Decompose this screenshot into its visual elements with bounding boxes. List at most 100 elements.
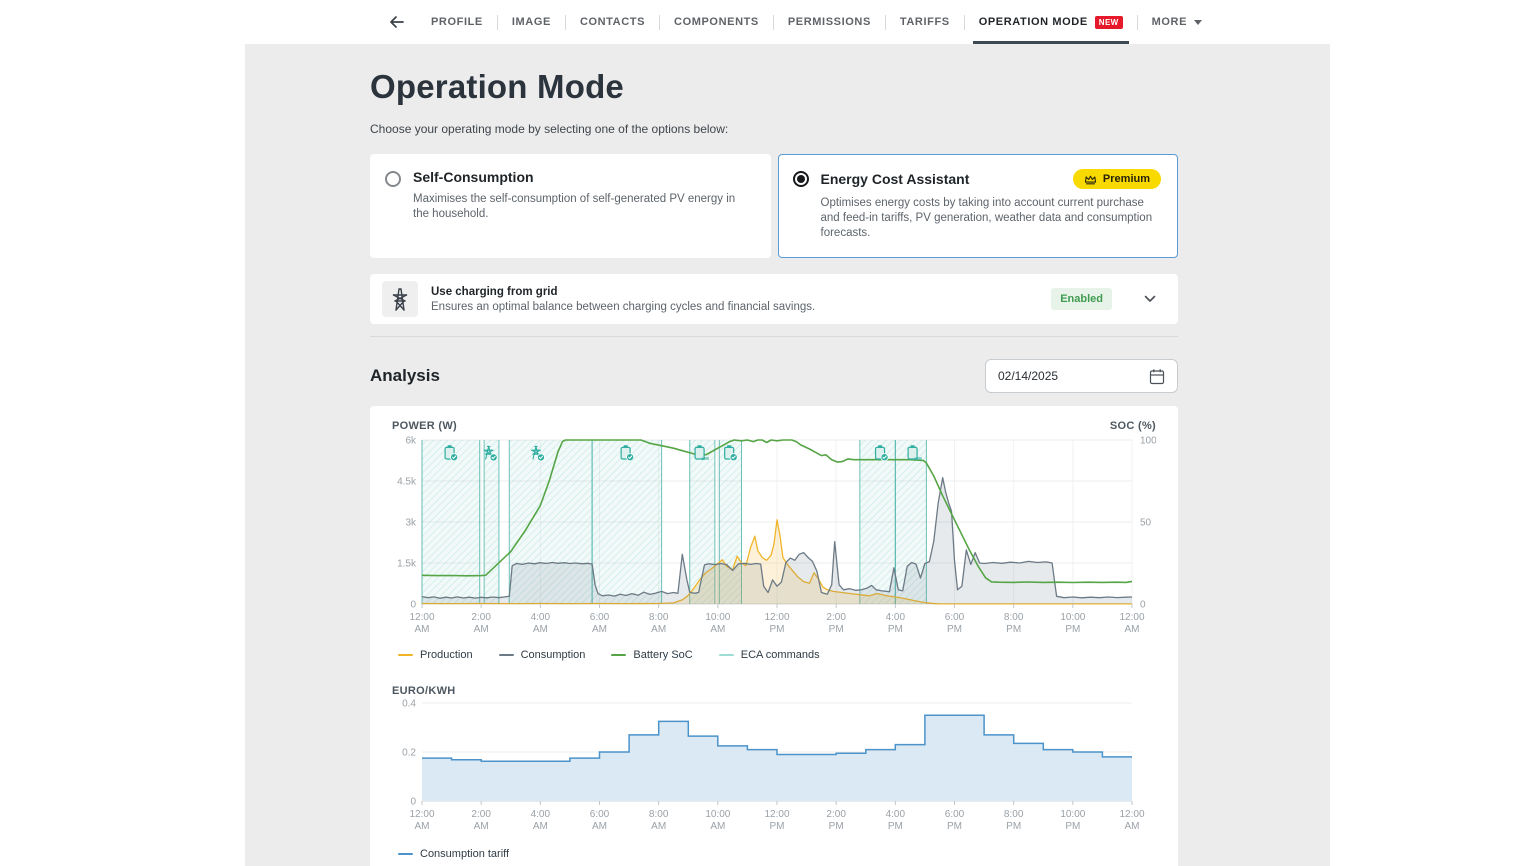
svg-text:PM: PM (770, 821, 785, 832)
mode-card-self-consumption[interactable]: Self-Consumption Maximises the self-consu… (370, 154, 771, 258)
tab-components[interactable]: COMPONENTS (660, 0, 773, 44)
grid-charging-text: Use charging from grid Ensures an optima… (431, 286, 1051, 313)
legend-item-consumption[interactable]: Consumption (498, 649, 586, 661)
tab-label: IMAGE (511, 16, 551, 28)
svg-text:8:00: 8:00 (1004, 612, 1024, 623)
date-picker[interactable]: 02/14/2025 (985, 359, 1178, 393)
battery-check-icon (874, 445, 889, 462)
nav-tabs: PROFILE IMAGE CONTACTS COMPONENTS PERMISSION… (417, 0, 1216, 44)
svg-text:50: 50 (1140, 518, 1152, 529)
legend-label: Consumption (520, 649, 586, 661)
mode-card-body: Energy Cost Assistant Premium Optimises en… (820, 169, 1161, 241)
battery-lim-icon: LIM (694, 445, 709, 461)
premium-badge-label: Premium (1102, 173, 1150, 185)
tab-label: MORE (1151, 16, 1188, 28)
grid-icon-box (382, 281, 418, 317)
tab-operation-mode[interactable]: OPERATION MODE NEW (965, 0, 1137, 44)
top-navigation: PROFILE IMAGE CONTACTS COMPONENTS PERMISSION… (383, 0, 1216, 44)
svg-text:AM: AM (533, 821, 548, 832)
svg-text:PM: PM (829, 624, 844, 635)
svg-text:AM: AM (415, 624, 430, 635)
svg-text:12:00: 12:00 (764, 809, 789, 820)
mode-cards: Self-Consumption Maximises the self-consu… (370, 154, 1178, 258)
mode-description: Optimises energy costs by taking into ac… (820, 197, 1153, 239)
tab-separator (1136, 14, 1138, 30)
legend-label: Consumption tariff (420, 848, 510, 860)
svg-text:0: 0 (1140, 600, 1146, 611)
power-axis-title: POWER (W) (392, 420, 458, 432)
tab-tariffs[interactable]: TARIFFS (886, 0, 964, 44)
series-line-consumption (421, 477, 1133, 599)
svg-text:PM: PM (888, 821, 903, 832)
tab-more[interactable]: MORE (1138, 0, 1216, 44)
svg-text:0: 0 (410, 600, 416, 611)
radio-button[interactable] (385, 171, 401, 187)
legend-swatch (398, 853, 413, 855)
tariff-step-line (422, 714, 1132, 763)
page-subtitle: Choose your operating mode by selecting … (370, 122, 729, 136)
transmission-tower-icon (392, 288, 408, 311)
arrow-left-icon (390, 16, 404, 28)
svg-text:AM: AM (651, 624, 666, 635)
premium-badge: Premium (1072, 169, 1161, 189)
svg-text:2:00: 2:00 (471, 809, 491, 820)
series-line-production (421, 519, 1132, 605)
radio-button[interactable] (792, 171, 809, 187)
soc-axis-title: SOC (%) (1109, 420, 1156, 432)
svg-text:4:00: 4:00 (531, 612, 551, 623)
svg-text:AM: AM (651, 821, 666, 832)
back-button[interactable] (383, 0, 411, 44)
svg-text:6:00: 6:00 (590, 612, 610, 623)
svg-text:2:00: 2:00 (826, 612, 846, 623)
svg-text:PM: PM (888, 624, 903, 635)
svg-text:12:00: 12:00 (1119, 809, 1144, 820)
tab-contacts[interactable]: CONTACTS (566, 0, 659, 44)
tab-label: PROFILE (431, 16, 483, 28)
svg-text:PM: PM (947, 624, 962, 635)
battery-check-icon (444, 445, 459, 462)
svg-text:AM: AM (474, 821, 489, 832)
legend-item-battery-soc[interactable]: Battery SoC (611, 649, 693, 661)
svg-text:PM: PM (1006, 821, 1021, 832)
svg-text:8:00: 8:00 (649, 809, 669, 820)
tab-separator (963, 14, 965, 30)
tab-permissions[interactable]: PERMISSIONS (774, 0, 885, 44)
legend-item-production[interactable]: Production (398, 649, 473, 661)
svg-text:6:00: 6:00 (590, 809, 610, 820)
tab-label: TARIFFS (899, 16, 950, 28)
analysis-heading: Analysis (370, 366, 440, 385)
mode-title: Energy Cost Assistant (820, 171, 970, 187)
svg-text:2:00: 2:00 (826, 809, 846, 820)
tab-label: CONTACTS (579, 16, 646, 28)
svg-text:4:00: 4:00 (886, 809, 906, 820)
svg-text:AM: AM (533, 624, 548, 635)
caret-down-icon (1194, 19, 1203, 25)
tab-profile[interactable]: PROFILE (417, 0, 497, 44)
date-value: 02/14/2025 (998, 369, 1059, 383)
legend-item-consumption-tariff[interactable]: Consumption tariff (398, 848, 509, 860)
mode-title: Self-Consumption (413, 169, 534, 185)
svg-text:AM: AM (474, 624, 489, 635)
power-chart-legend: Production Consumption Battery SoC ECA comm… (392, 649, 1156, 661)
svg-text:12:00: 12:00 (1119, 612, 1144, 623)
page-title: Operation Mode (370, 68, 624, 105)
tower-check-icon (483, 445, 498, 462)
analysis-header: Analysis 02/14/2025 (370, 359, 1178, 393)
legend-label: Battery SoC (633, 649, 693, 661)
tariff-area (422, 715, 1132, 801)
tab-image[interactable]: IMAGE (498, 0, 565, 44)
mode-card-energy-cost-assistant[interactable]: Energy Cost Assistant Premium Optimises en… (777, 154, 1178, 258)
svg-text:8:00: 8:00 (1004, 809, 1024, 820)
svg-text:AM: AM (1125, 821, 1140, 832)
svg-text:6:00: 6:00 (945, 612, 965, 623)
legend-swatch (611, 654, 627, 656)
tab-separator (772, 14, 774, 30)
expand-toggle[interactable] (1144, 295, 1156, 303)
grid-charging-row: Use charging from grid Ensures an optima… (370, 274, 1178, 324)
svg-text:LIM: LIM (914, 456, 922, 461)
legend-item-eca-commands[interactable]: ECA commands (718, 649, 820, 661)
svg-text:PM: PM (947, 821, 962, 832)
svg-text:10:00: 10:00 (1060, 809, 1085, 820)
tower-check-icon (531, 445, 545, 462)
